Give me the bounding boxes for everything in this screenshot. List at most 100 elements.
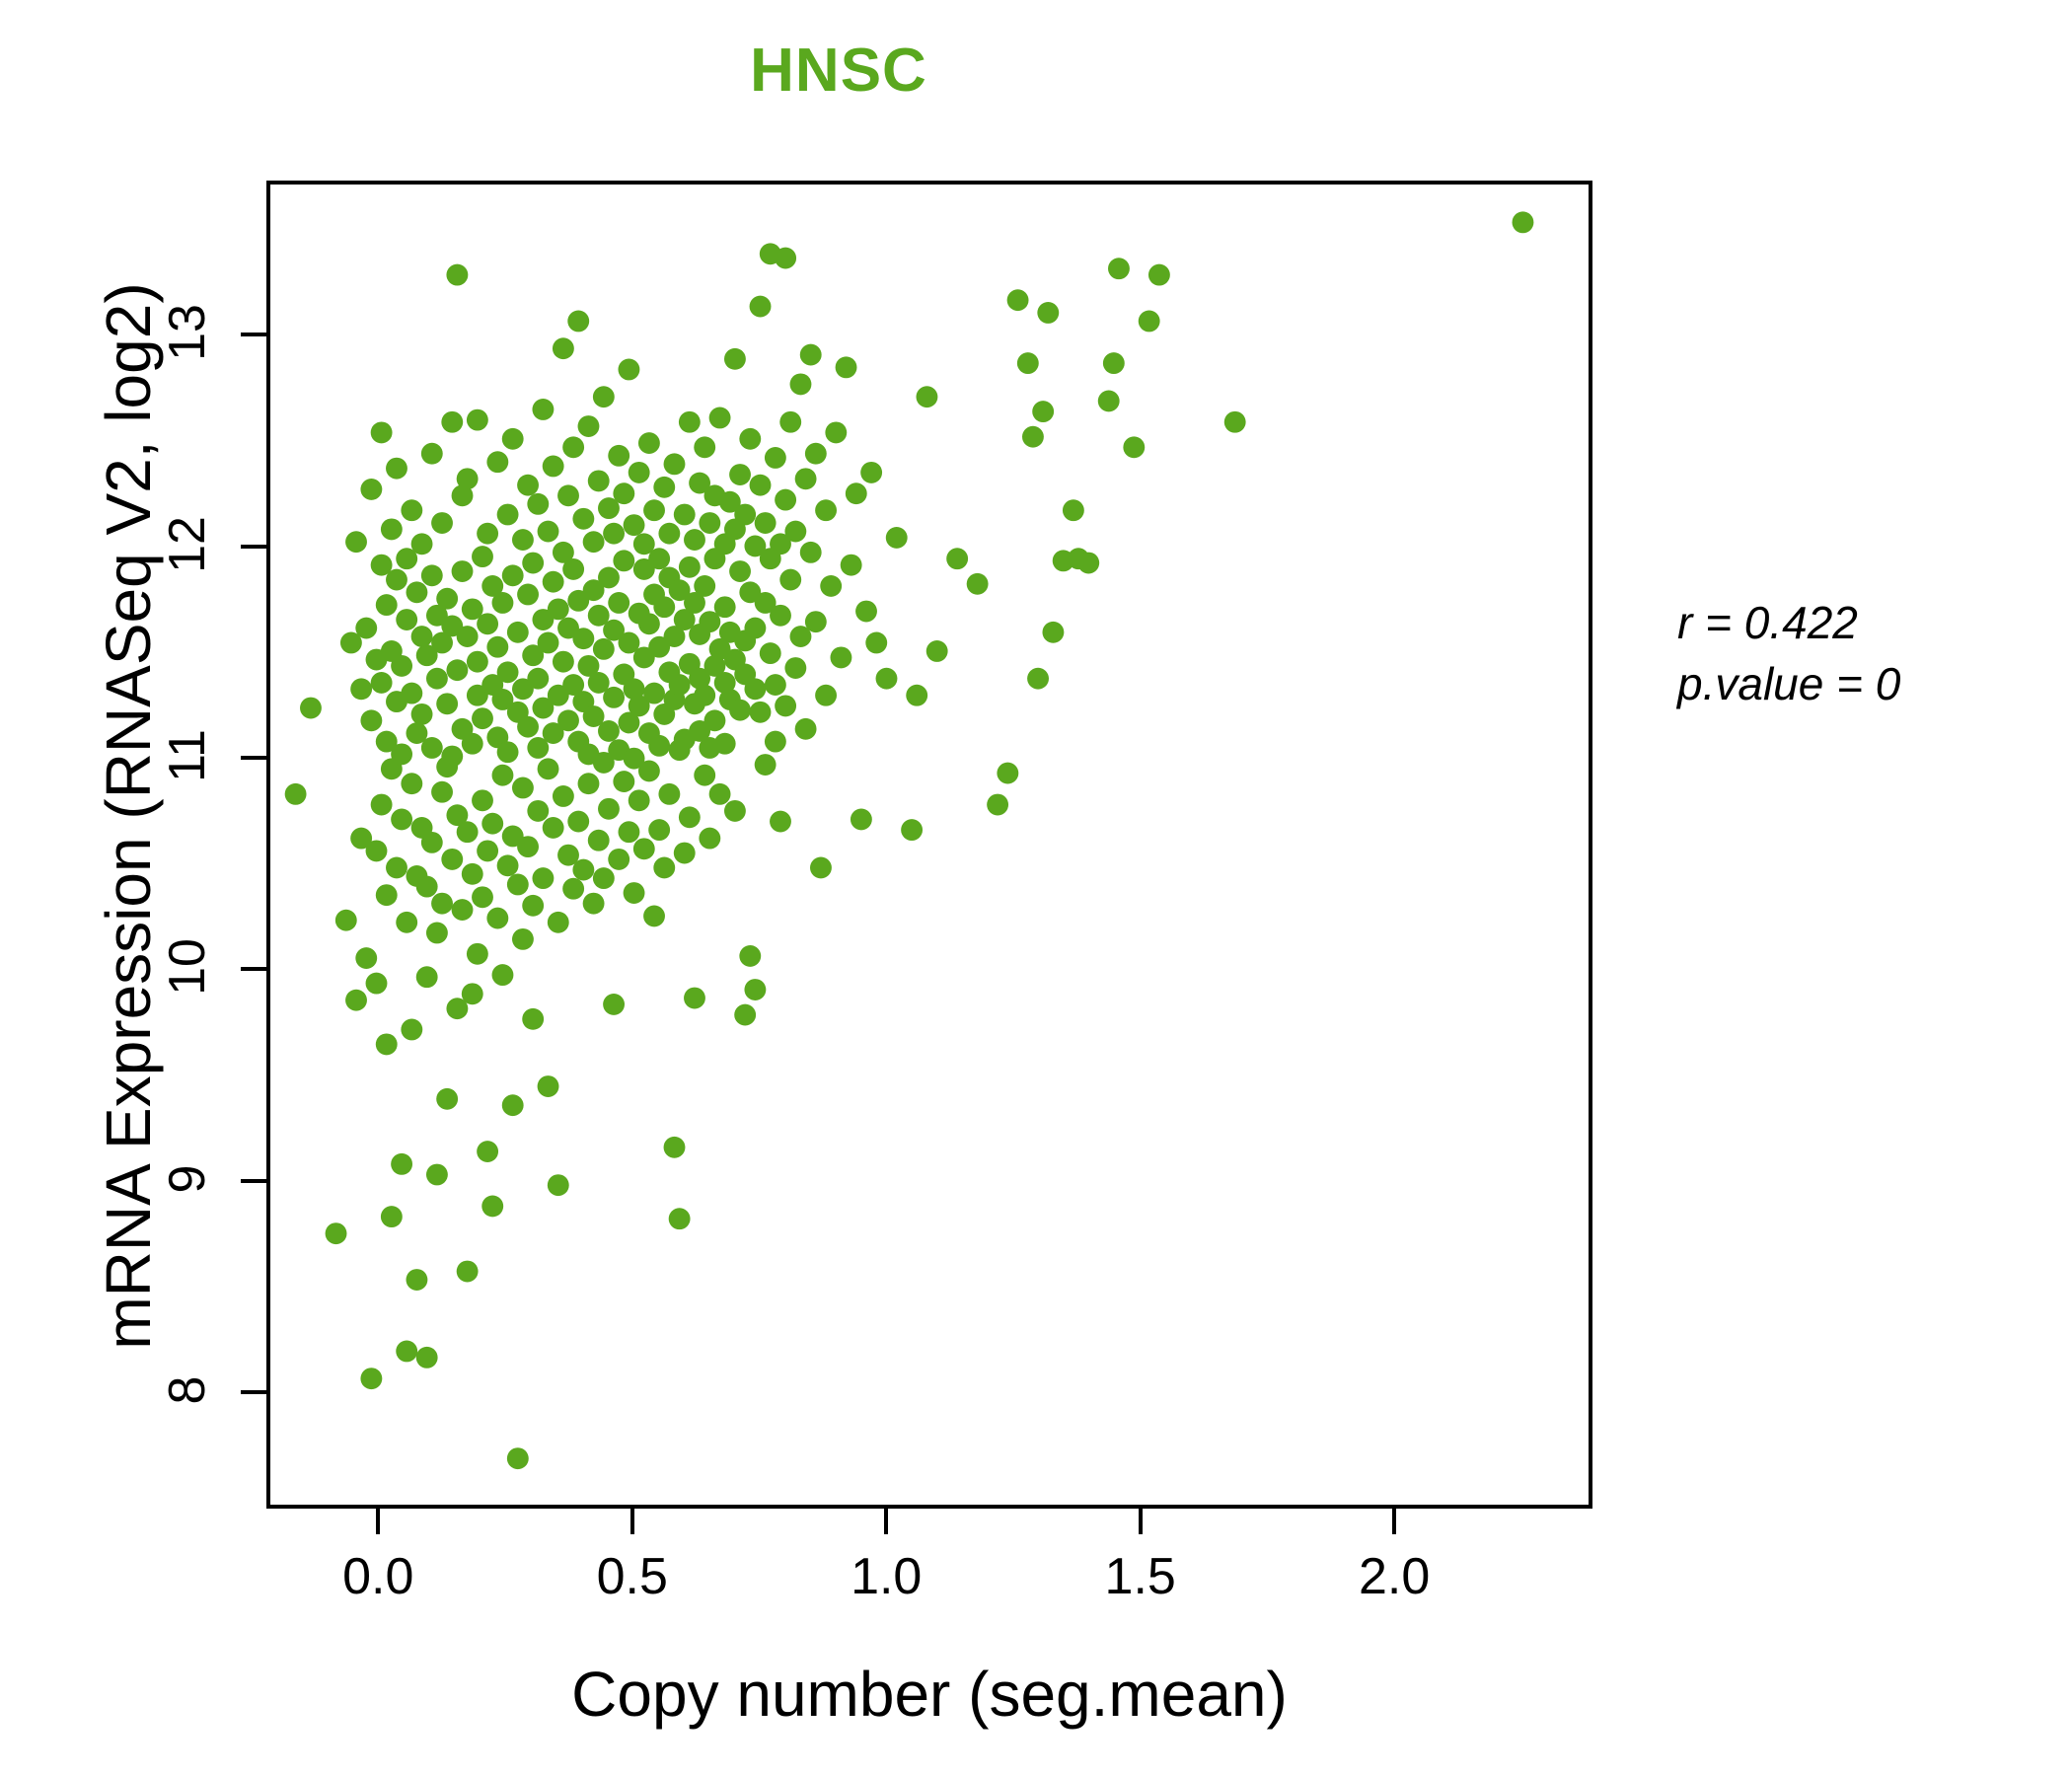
data-point [441,410,464,433]
data-point [431,780,453,803]
data-point [613,550,635,572]
data-point [613,482,635,505]
data-point [547,684,569,706]
data-point [754,754,777,776]
data-point [582,579,605,602]
data-point [461,598,483,621]
data-point [562,877,585,900]
data-point [835,356,857,379]
data-point [512,777,534,799]
data-point [1147,263,1170,286]
data-point [491,964,514,987]
data-point [456,1260,479,1283]
data-point [391,654,413,677]
data-point [618,821,640,844]
data-point [365,840,388,862]
data-point [729,464,751,485]
data-point [562,557,585,580]
data-point [401,499,423,522]
data-point [572,507,595,530]
data-point [325,1222,347,1245]
data-point [532,609,555,630]
data-point [794,717,817,740]
data-point [734,503,757,526]
data-point [1037,302,1060,324]
p-value: p.value = 0 [1677,658,1901,709]
data-point [592,386,615,408]
data-point [441,848,464,870]
data-point [391,808,413,831]
data-point [552,785,574,807]
data-point [557,844,579,866]
data-point [749,701,772,723]
data-point [401,1018,423,1041]
data-point [718,490,741,513]
data-point [577,773,600,795]
data-point [552,337,574,360]
data-point [501,564,524,587]
y-tick-mark [241,544,266,549]
data-point [425,1163,448,1186]
data-point [1123,436,1146,459]
data-point [410,626,433,648]
data-point [648,548,671,570]
data-point [425,922,448,944]
data-point [496,661,519,684]
data-point [380,1206,403,1228]
data-point [643,682,665,704]
data-point [461,732,483,755]
data-point [1021,425,1044,448]
data-point [1016,352,1039,375]
data-point [784,520,807,543]
data-point [284,782,307,805]
data-point [552,650,574,673]
data-point [987,793,1009,816]
data-point [461,862,483,885]
data-point [703,709,726,732]
data-point [486,451,509,474]
data-point [779,410,802,433]
data-point [491,592,514,614]
y-tick-label: 10 [159,938,216,997]
data-point [689,720,711,742]
data-point [618,358,640,381]
data-point [517,583,539,606]
data-point [668,1208,691,1230]
data-point [472,707,493,730]
data-point [628,461,650,483]
y-axis-label-container: mRNA Expression (RNASeq V2, log2) [92,125,165,1507]
y-tick-label: 8 [159,1375,216,1405]
data-point [699,827,721,850]
data-point [501,1094,524,1117]
data-point [643,905,665,927]
data-point [446,998,469,1020]
data-point [451,484,474,507]
data-point [729,699,751,721]
data-point [1108,258,1130,280]
data-point [804,442,827,465]
x-tick-label: 1.0 [851,1548,923,1605]
data-point [350,678,373,701]
data-points-layer [284,211,1534,1470]
data-point [420,831,443,853]
data-point [1097,390,1120,412]
data-point [603,686,626,708]
data-point [431,631,453,654]
data-point [598,797,620,820]
data-point [653,856,676,879]
data-point [300,697,322,719]
data-point [517,715,539,738]
data-point [632,646,655,669]
data-point [345,531,367,554]
data-point [925,640,948,662]
data-point [1512,211,1534,234]
data-point [815,684,838,706]
data-point [410,703,433,725]
y-tick-mark [241,1178,266,1183]
data-point [396,609,418,630]
data-point [532,867,555,890]
data-point [582,531,605,554]
data-point [547,598,569,621]
data-point [567,589,590,612]
data-point [1138,310,1160,333]
